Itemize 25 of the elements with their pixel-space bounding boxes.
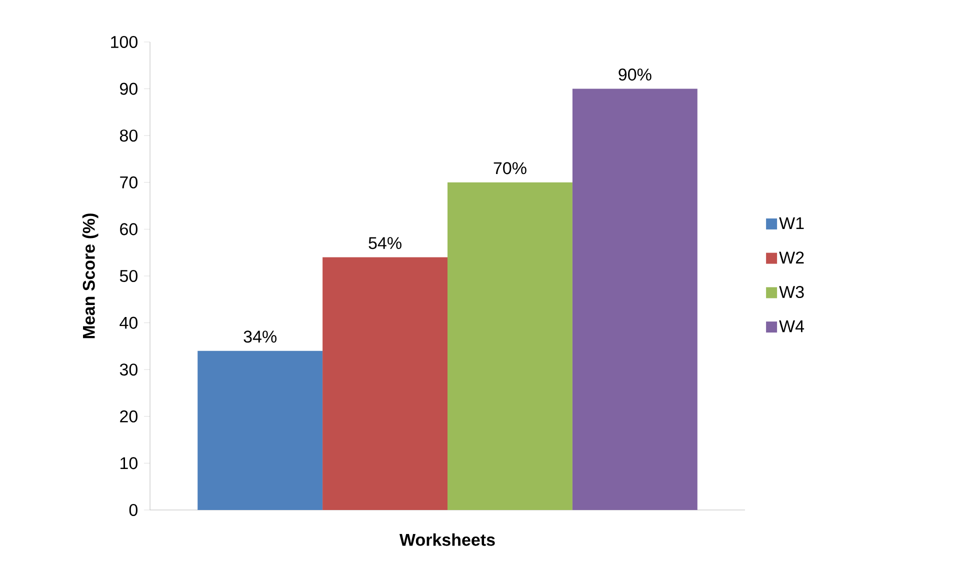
- y-tick-label: 80: [120, 130, 138, 142]
- bar: [448, 182, 572, 510]
- y-tick-label: 0: [129, 504, 138, 516]
- legend-label: W1: [779, 217, 804, 230]
- y-tick-label: 70: [120, 176, 138, 188]
- y-axis-title: Mean Score (%): [82, 214, 98, 338]
- legend-label: W3: [779, 286, 804, 298]
- data-label: 34%: [244, 330, 276, 343]
- y-tick-label: 30: [120, 364, 138, 376]
- x-axis-title: Worksheets: [399, 533, 495, 546]
- y-tick-label: 60: [120, 223, 138, 236]
- bar: [198, 350, 323, 510]
- data-label: 54%: [368, 237, 402, 250]
- data-label: 90%: [618, 68, 652, 81]
- y-tick-label: 90: [120, 82, 138, 95]
- data-label: 70%: [494, 162, 526, 174]
- y-tick-label: 100: [111, 36, 138, 48]
- y-tick-label: 50: [120, 270, 138, 282]
- legend-label: W4: [779, 320, 804, 332]
- y-tick-label: 10: [120, 457, 138, 470]
- y-tick-label: 20: [120, 410, 138, 422]
- bar: [572, 88, 698, 510]
- legend-label: W2: [779, 252, 804, 264]
- y-tick-label: 40: [120, 316, 138, 329]
- bar: [322, 257, 448, 510]
